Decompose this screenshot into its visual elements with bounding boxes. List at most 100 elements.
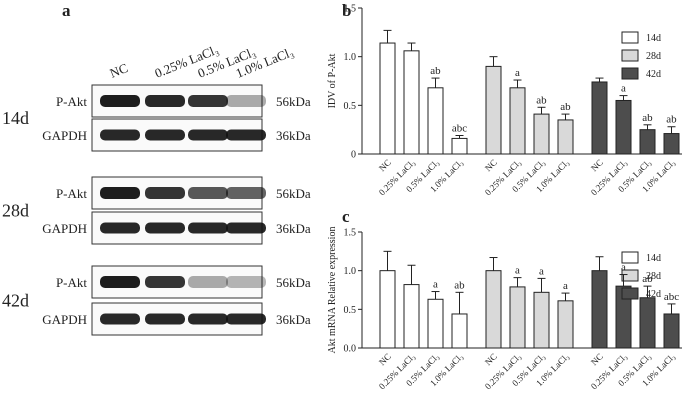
significance-label: abc — [664, 291, 679, 303]
significance-label: a — [433, 279, 438, 291]
blot-band — [226, 129, 266, 141]
significance-label: abc — [452, 123, 467, 135]
y-tick-label: 0.5 — [344, 305, 357, 316]
blot-band — [188, 129, 228, 141]
protein-size: 56kDa — [276, 94, 311, 109]
significance-label: ab — [642, 273, 653, 285]
blot-band — [100, 129, 140, 141]
protein-size: 36kDa — [276, 128, 311, 143]
legend-label: 42d — [646, 69, 661, 80]
significance-label: a — [563, 280, 568, 292]
x-tick-label: NC — [377, 351, 393, 367]
legend-swatch — [621, 31, 639, 44]
bar — [615, 99, 632, 155]
protein-size: 56kDa — [276, 186, 311, 201]
protein-label: GAPDH — [42, 312, 87, 327]
bar — [451, 313, 468, 349]
blot-band — [100, 222, 140, 234]
significance-label: a — [621, 83, 626, 95]
timepoint-label: 42d — [2, 291, 29, 311]
significance-label: ab — [430, 65, 441, 77]
protein-label: GAPDH — [42, 221, 87, 236]
x-tick-label: NC — [483, 351, 499, 367]
blot-band — [188, 276, 228, 288]
blot-band — [145, 276, 185, 288]
protein-size: 36kDa — [276, 221, 311, 236]
lane-label: NC — [108, 60, 130, 81]
bar — [403, 284, 420, 349]
panel-letter: a — [62, 1, 71, 20]
significance-label: ab — [666, 114, 677, 126]
bar — [663, 313, 680, 349]
legend-label: 28d — [646, 51, 661, 62]
significance-label: ab — [454, 279, 465, 291]
bar — [615, 285, 632, 349]
x-tick-label: NC — [483, 157, 499, 173]
bar — [509, 87, 526, 155]
legend-label: 14d — [646, 33, 661, 44]
y-tick-label: 1.5 — [344, 4, 357, 15]
x-tick-label: NC — [589, 351, 605, 367]
y-tick-label: 1.5 — [344, 228, 357, 239]
protein-label: P-Akt — [56, 186, 87, 201]
blot-band — [145, 95, 185, 107]
bar — [639, 129, 656, 155]
blot-band — [188, 313, 228, 325]
blot-band — [100, 313, 140, 325]
bar — [639, 297, 656, 349]
bar — [557, 300, 574, 349]
panel-letter: b — [342, 1, 351, 20]
bar — [591, 81, 608, 155]
legend-swatch — [621, 67, 639, 80]
bar — [379, 270, 396, 349]
bar — [427, 87, 444, 155]
bar — [533, 291, 550, 349]
blot-band — [188, 222, 228, 234]
protein-size: 36kDa — [276, 312, 311, 327]
blot-band — [100, 95, 140, 107]
blot-band — [145, 129, 185, 141]
blot-band — [226, 222, 266, 234]
bar — [379, 42, 396, 155]
blot-band — [145, 187, 185, 199]
y-axis-label: IDV of P-Akt — [327, 53, 338, 108]
significance-label: a — [515, 265, 520, 277]
y-tick-label: 1.0 — [344, 52, 357, 63]
y-tick-label: 1.0 — [344, 266, 357, 277]
bar — [451, 137, 468, 155]
significance-label: a — [539, 265, 544, 277]
legend-swatch — [621, 287, 639, 300]
blot-band — [145, 222, 185, 234]
blot-band — [226, 187, 266, 199]
blot-band — [188, 95, 228, 107]
y-tick-label: 0 — [351, 150, 356, 161]
protein-label: GAPDH — [42, 128, 87, 143]
significance-label: a — [621, 262, 626, 274]
legend-swatch — [621, 49, 639, 62]
legend-swatch — [621, 251, 639, 264]
bar — [663, 133, 680, 155]
bar — [485, 65, 502, 155]
legend-swatch — [621, 269, 639, 282]
bar — [403, 50, 420, 155]
bar — [533, 113, 550, 155]
legend-label: 42d — [646, 289, 661, 300]
timepoint-label: 14d — [2, 108, 29, 128]
blot-band — [100, 187, 140, 199]
protein-size: 56kDa — [276, 275, 311, 290]
legend-label: 28d — [646, 271, 661, 282]
y-axis-label: Akt mRNA Relative expression — [327, 227, 338, 354]
protein-label: P-Akt — [56, 275, 87, 290]
bar — [427, 298, 444, 349]
blot-band — [226, 95, 266, 107]
y-tick-label: 0.5 — [344, 101, 357, 112]
x-tick-label: NC — [589, 157, 605, 173]
blot-band — [145, 313, 185, 325]
blot-band — [226, 313, 266, 325]
blot-band — [188, 187, 228, 199]
bar — [591, 270, 608, 349]
bar — [509, 286, 526, 349]
significance-label: ab — [642, 112, 653, 124]
x-tick-label: NC — [377, 157, 393, 173]
